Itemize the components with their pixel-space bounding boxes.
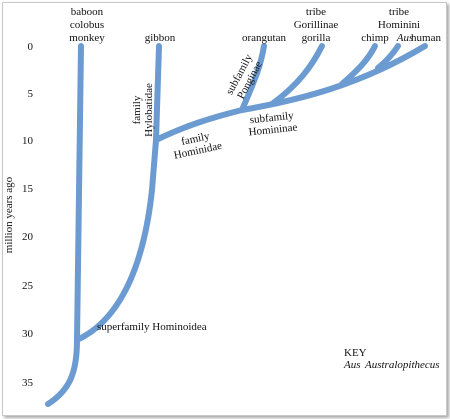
key-abbr: Aus [343, 359, 361, 371]
taxon-labels: baboon colobus monkey gibbon orangutan t… [69, 6, 441, 44]
label-hylobatidae-word: family [131, 95, 143, 124]
label-orangutan: orangutan [242, 32, 286, 44]
tick-15: 15 [22, 183, 34, 195]
branch-monkey [74, 43, 84, 343]
key-title: KEY [344, 347, 367, 359]
branch-orangutan [239, 43, 267, 113]
branch-aus [375, 43, 401, 71]
tick-20: 20 [22, 231, 34, 243]
tree-branches [45, 43, 428, 407]
tick-10: 10 [22, 135, 34, 147]
tick-30: 30 [22, 328, 34, 340]
branch-chimp [339, 43, 378, 87]
label-tribe-hominini-name: Hominini [378, 19, 420, 31]
label-tribe-hominini-word: tribe [389, 6, 409, 18]
branch-hominoidea [74, 43, 162, 343]
label-gorilla: gorilla [302, 32, 331, 44]
branch-hominidae [153, 43, 428, 143]
label-chimp: chimp [361, 32, 389, 44]
label-aus: Aus [396, 32, 414, 44]
label-hominoidea: superfamily Hominoidea [97, 321, 207, 333]
tick-25: 25 [22, 280, 34, 292]
label-monkey: monkey [69, 32, 105, 44]
label-gibbon: gibbon [145, 32, 176, 44]
label-tribe-gorillinae-word: tribe [306, 6, 326, 18]
label-homininae-word: subfamily [249, 110, 295, 127]
tick-5: 5 [28, 88, 34, 100]
label-tribe-gorillinae-name: Gorillinae [294, 19, 339, 31]
label-colobus: colobus [70, 19, 104, 31]
label-hominidae-word: family [180, 130, 211, 148]
label-baboon: baboon [71, 6, 104, 18]
label-homininae: subfamily Homininae [248, 110, 298, 139]
tick-35: 35 [22, 377, 34, 389]
label-homininae-name: Homininae [248, 121, 298, 138]
label-human: human [411, 32, 441, 44]
label-hylobatidae-name: Hylobatidae [143, 83, 155, 137]
branch-gorilla [269, 43, 325, 107]
key: KEY Aus Australopithecus [343, 347, 440, 371]
y-axis: 0 5 10 15 20 25 30 35 million years ago [3, 41, 34, 389]
y-axis-title: million years ago [3, 176, 15, 253]
tick-0: 0 [28, 41, 34, 53]
branch-base [45, 337, 80, 407]
key-full: Australopithecus [364, 359, 440, 371]
label-hylobatidae: family Hylobatidae [131, 83, 155, 137]
